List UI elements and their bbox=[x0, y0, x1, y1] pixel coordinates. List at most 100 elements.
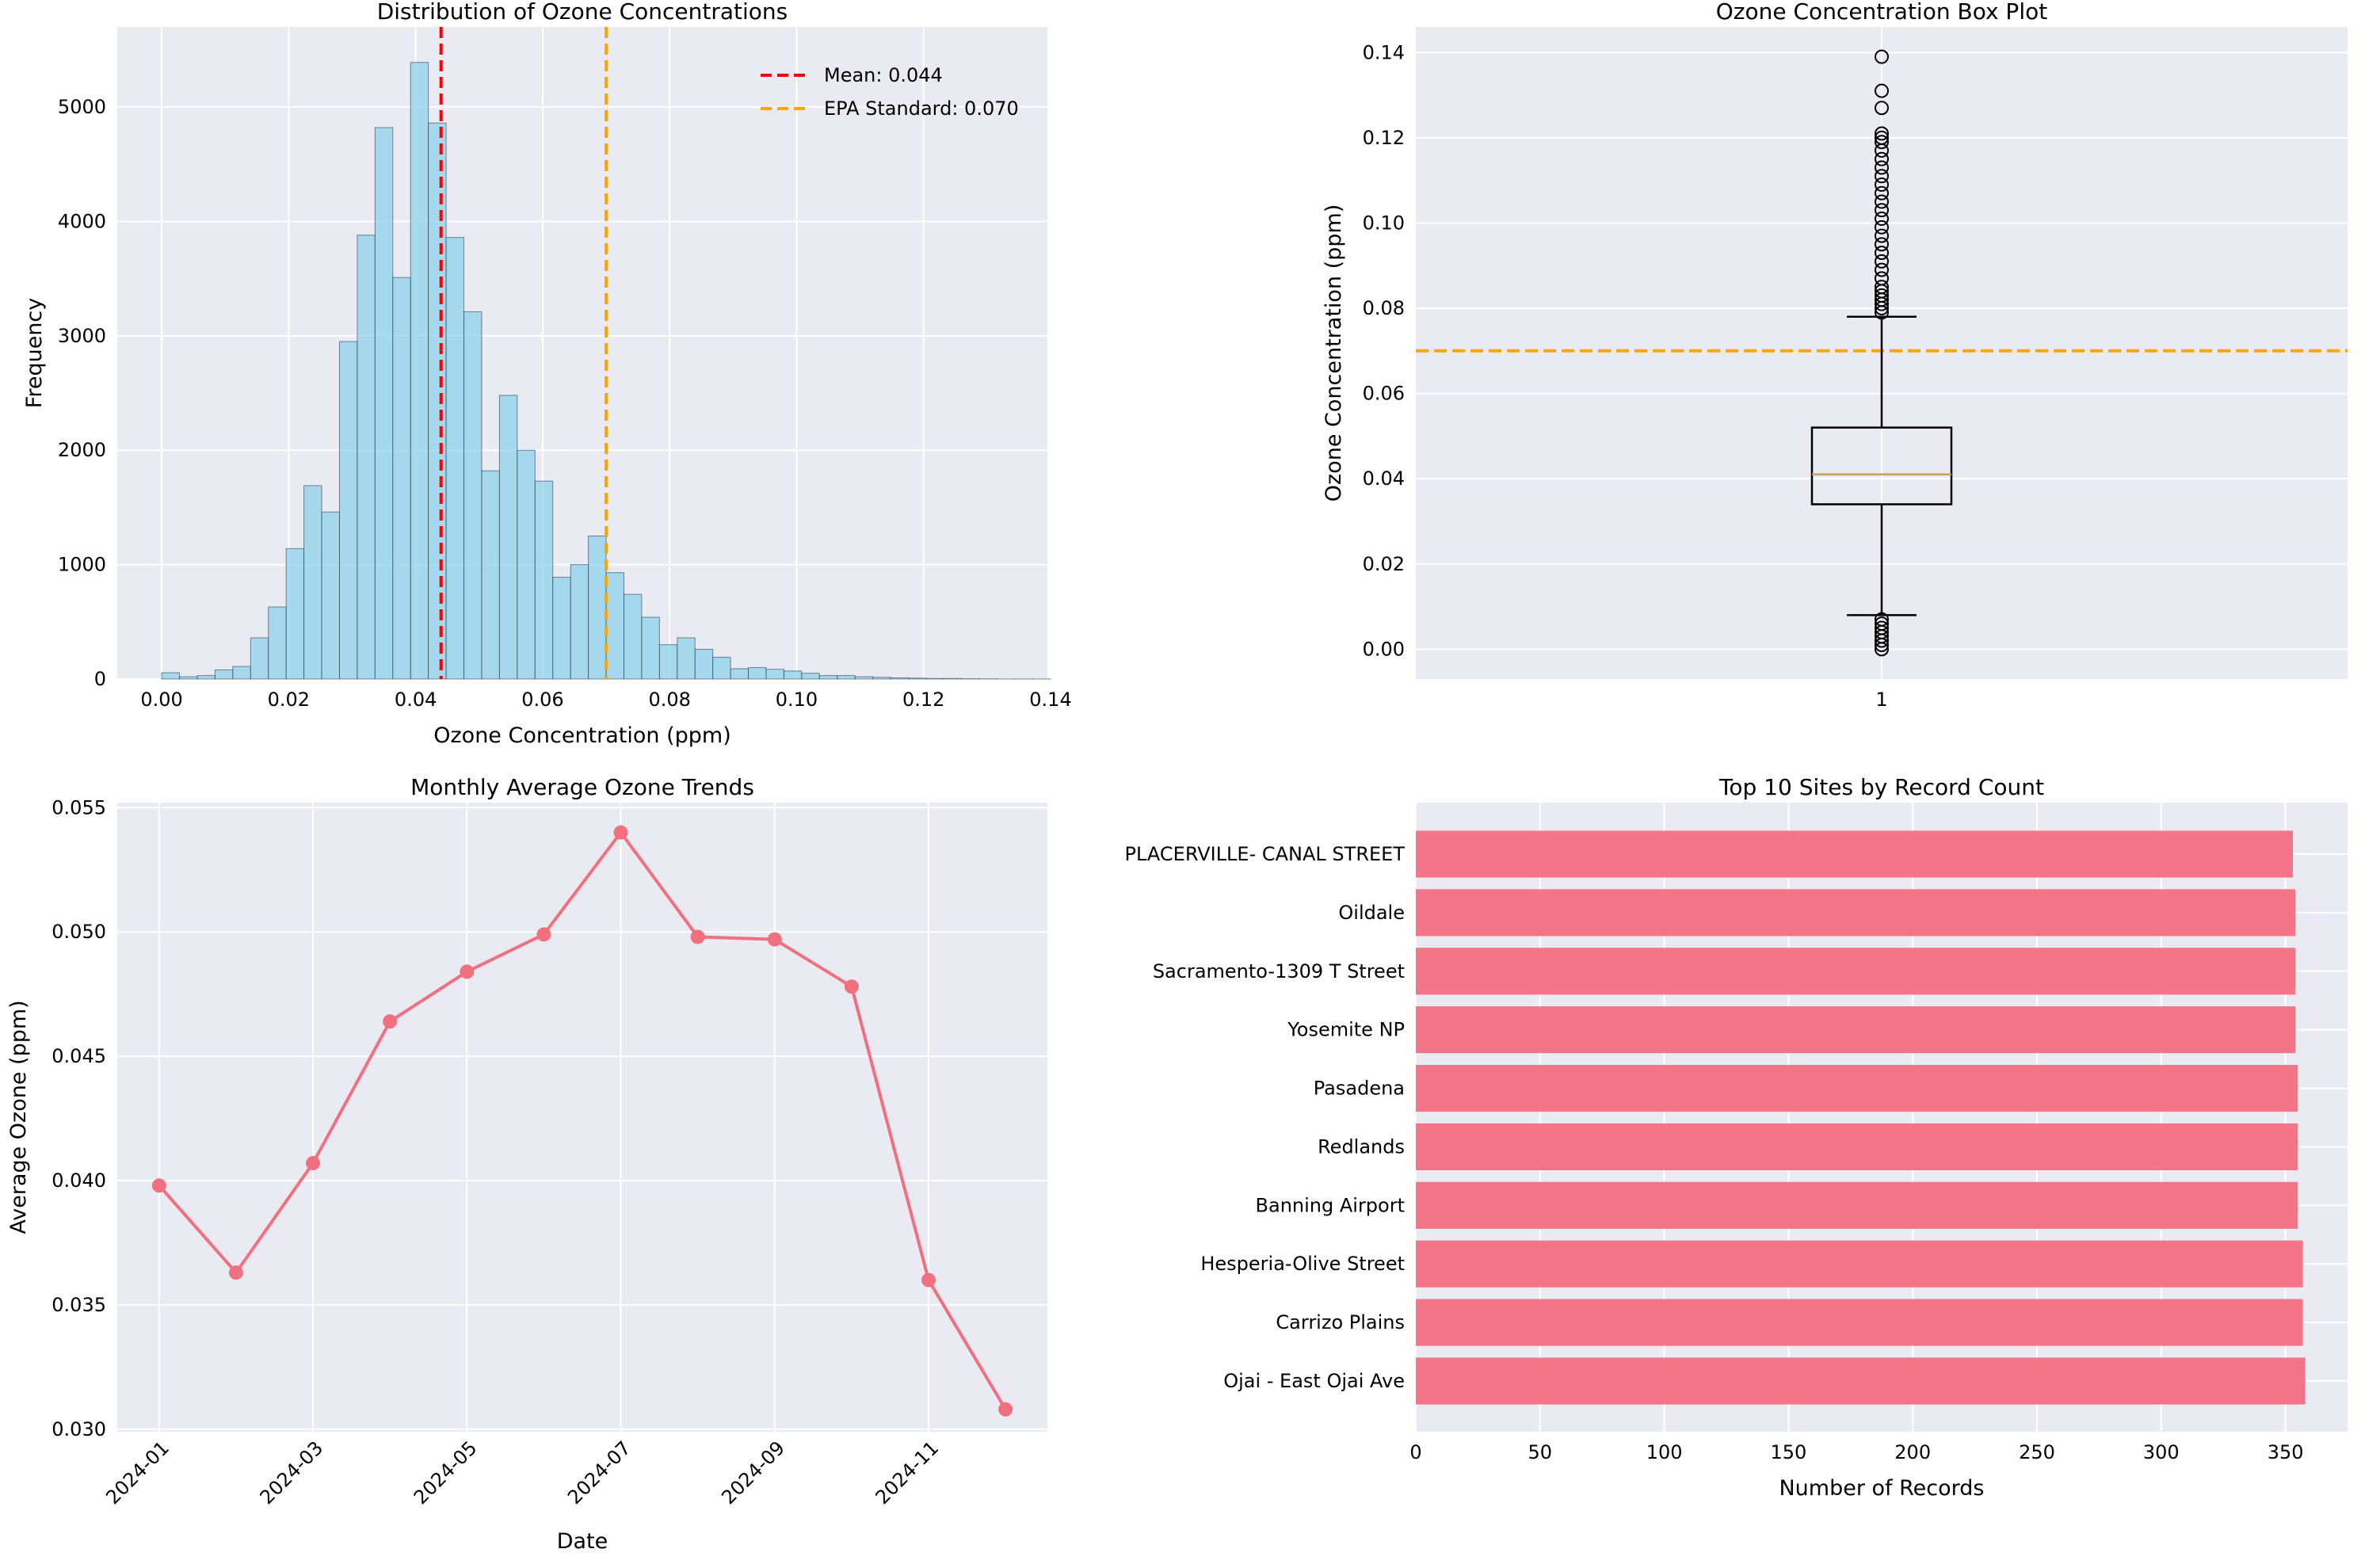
line-chart-point bbox=[998, 1402, 1013, 1417]
line-chart-point bbox=[228, 1265, 243, 1280]
histogram-x-label: Ozone Concentration (ppm) bbox=[433, 723, 730, 748]
histogram-bar bbox=[392, 277, 411, 680]
histogram-bar bbox=[321, 511, 340, 680]
histogram-legend: Mean: 0.044 EPA Standard: 0.070 bbox=[761, 64, 1019, 120]
barh-x-tick-label: 300 bbox=[2143, 1441, 2180, 1463]
histogram-bar bbox=[179, 676, 198, 680]
line-chart-x-tick-label: 2024-03 bbox=[256, 1436, 328, 1509]
histogram-bar bbox=[517, 449, 536, 680]
histogram-x-tick-label: 0.08 bbox=[648, 689, 690, 711]
boxplot-y-tick-label: 0.00 bbox=[1363, 638, 1405, 660]
histogram-bar bbox=[232, 666, 251, 680]
histogram-x-tick-label: 0.12 bbox=[902, 689, 944, 711]
line-chart-gridlines bbox=[117, 803, 1047, 1432]
outlier-point bbox=[1875, 296, 1889, 311]
histogram-y-tick-label: 5000 bbox=[58, 96, 106, 118]
histogram-bar bbox=[570, 564, 589, 680]
histogram-bar bbox=[837, 675, 856, 680]
line-chart-y-tick-label: 0.045 bbox=[51, 1045, 106, 1067]
boxplot-y-tick-label: 0.02 bbox=[1363, 553, 1405, 575]
outlier-point bbox=[1875, 203, 1889, 218]
barh-category-label: Carrizo Plains bbox=[1276, 1311, 1405, 1333]
line-chart-point bbox=[460, 964, 475, 979]
boxplot-x-tick-label: 1 bbox=[1875, 689, 1887, 711]
line-chart-y-tick-label: 0.035 bbox=[51, 1294, 106, 1316]
histogram-bar bbox=[196, 675, 216, 680]
barh-bar bbox=[1416, 1357, 2306, 1405]
histogram-bar bbox=[428, 122, 447, 680]
line-chart-point bbox=[613, 825, 628, 840]
outlier-point bbox=[1875, 642, 1889, 657]
barh-category-label: Sacramento-1309 T Street bbox=[1153, 960, 1405, 982]
boxplot-tick-labels: 0.00 0.02 0.04 0.06 0.08 0.10 0.12 0.14 1 bbox=[1363, 41, 1888, 711]
histogram-bar bbox=[623, 593, 643, 680]
histogram-y-tick-label: 3000 bbox=[58, 325, 106, 347]
barh-bar bbox=[1416, 1123, 2298, 1170]
boxplot-y-label: Ozone Concentration (ppm) bbox=[1322, 204, 1346, 502]
outlier-point bbox=[1875, 160, 1889, 175]
histogram-bar bbox=[854, 676, 874, 680]
histogram-x-tick-label: 0.06 bbox=[521, 689, 563, 711]
histogram-bar bbox=[534, 480, 554, 680]
barh-x-tick-label: 350 bbox=[2268, 1441, 2304, 1463]
barh-category-label: PLACERVILLE- CANAL STREET bbox=[1125, 843, 1406, 865]
histogram-bar bbox=[890, 677, 910, 680]
histogram-bar bbox=[214, 669, 234, 680]
histogram-y-tick-label: 4000 bbox=[58, 210, 106, 232]
histogram-bar bbox=[818, 675, 838, 680]
histogram-tick-labels: 0.00 0.02 0.04 0.06 0.08 0.10 0.12 0.14 0 1000 200… bbox=[58, 96, 1072, 711]
histogram-bar bbox=[694, 648, 714, 680]
histogram-bar bbox=[908, 677, 927, 680]
barh-panel: 0 50 100 150 200 250 300 350 PLACERVILLE- CANAL … bbox=[1125, 774, 2348, 1501]
histogram-bar bbox=[872, 677, 891, 680]
outlier-point bbox=[1875, 301, 1889, 316]
histogram-y-tick-label: 2000 bbox=[58, 439, 106, 461]
outlier-point bbox=[1875, 49, 1889, 64]
boxplot-outliers bbox=[1875, 49, 1889, 657]
barh-bars bbox=[1416, 830, 2306, 1405]
line-chart-x-tick-label: 2024-07 bbox=[563, 1436, 635, 1509]
histogram-x-tick-label: 0.04 bbox=[395, 689, 437, 711]
histogram-bar bbox=[285, 547, 305, 680]
histogram-y-label: Frequency bbox=[22, 298, 47, 409]
histogram-bar bbox=[748, 667, 767, 680]
boxplot-y-tick-label: 0.06 bbox=[1363, 383, 1405, 405]
line-chart-plot-area bbox=[117, 803, 1047, 1432]
histogram-bar bbox=[445, 237, 465, 680]
histogram-bar bbox=[357, 235, 376, 680]
barh-x-tick-label: 50 bbox=[1528, 1441, 1553, 1463]
outlier-point bbox=[1875, 194, 1889, 209]
boxplot-title: Ozone Concentration Box Plot bbox=[1716, 0, 2047, 25]
histogram-bar bbox=[338, 341, 358, 680]
barh-x-label: Number of Records bbox=[1779, 1476, 1984, 1501]
outlier-point bbox=[1875, 212, 1889, 227]
barh-tick-labels: 0 50 100 150 200 250 300 350 PLACERVILLE- CANAL … bbox=[1125, 843, 2304, 1463]
line-chart-point bbox=[536, 927, 551, 942]
histogram-y-tick-label: 1000 bbox=[58, 554, 106, 576]
outlier-point bbox=[1875, 126, 1889, 141]
histogram-bar bbox=[925, 677, 944, 680]
barh-x-tick-label: 100 bbox=[1646, 1441, 1683, 1463]
histogram-bar bbox=[943, 677, 963, 680]
barh-bar bbox=[1416, 1299, 2303, 1346]
outlier-point bbox=[1875, 219, 1889, 235]
histogram-bar bbox=[268, 606, 287, 680]
barh-bar bbox=[1416, 830, 2294, 878]
histogram-bar bbox=[783, 670, 803, 680]
outlier-point bbox=[1875, 637, 1889, 652]
barh-bar bbox=[1416, 1240, 2303, 1288]
histogram-bar bbox=[677, 637, 696, 680]
barh-bar bbox=[1416, 948, 2296, 995]
histogram-bar bbox=[410, 62, 429, 680]
outlier-point bbox=[1875, 101, 1889, 116]
barh-bar bbox=[1416, 1006, 2296, 1054]
histogram-bar bbox=[161, 672, 181, 680]
boxplot-y-tick-label: 0.04 bbox=[1363, 467, 1405, 490]
line-chart-y-tick-label: 0.055 bbox=[51, 796, 106, 818]
line-chart-y-tick-label: 0.030 bbox=[51, 1418, 106, 1440]
outlier-point bbox=[1875, 169, 1889, 184]
outlier-point bbox=[1875, 135, 1889, 150]
histogram-y-tick-label: 0 bbox=[94, 668, 106, 690]
line-chart-panel: 0.030 0.035 0.040 0.045 0.050 0.055 2024-01 202… bbox=[6, 774, 1047, 1554]
